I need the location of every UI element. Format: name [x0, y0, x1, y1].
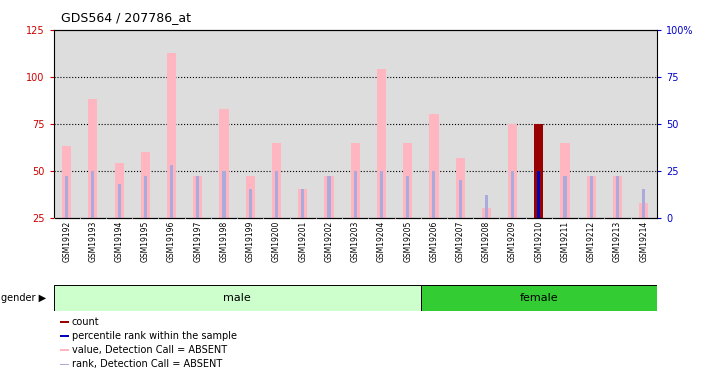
Text: gender ▶: gender ▶	[1, 293, 46, 303]
Bar	[377, 69, 386, 218]
Bar	[324, 176, 333, 218]
Text: GSM19197: GSM19197	[193, 221, 202, 262]
Bar	[563, 176, 567, 218]
Bar	[219, 109, 228, 217]
Bar	[59, 321, 69, 323]
Text: GSM19212: GSM19212	[587, 221, 595, 262]
Text: GSM19210: GSM19210	[534, 221, 543, 262]
Text: percentile rank within the sample: percentile rank within the sample	[71, 331, 236, 341]
Text: GSM19207: GSM19207	[456, 221, 465, 262]
Text: GSM19198: GSM19198	[220, 221, 228, 262]
Text: GSM19206: GSM19206	[429, 221, 438, 262]
Bar	[458, 180, 462, 218]
Text: GSM19201: GSM19201	[298, 221, 307, 262]
Bar	[298, 189, 307, 217]
Bar	[587, 176, 596, 218]
Text: GSM19205: GSM19205	[403, 221, 412, 262]
Bar	[193, 176, 202, 218]
Bar	[353, 171, 357, 217]
Text: GSM19192: GSM19192	[62, 221, 71, 262]
Bar	[421, 285, 657, 311]
Bar	[406, 176, 409, 218]
Bar	[537, 171, 540, 217]
Bar	[380, 171, 383, 217]
Bar	[534, 124, 543, 218]
Text: GSM19199: GSM19199	[246, 221, 255, 262]
Text: value, Detection Call = ABSENT: value, Detection Call = ABSENT	[71, 345, 227, 355]
Bar	[59, 335, 69, 337]
Bar	[91, 171, 94, 217]
Text: GSM19193: GSM19193	[89, 221, 97, 262]
Text: GSM19204: GSM19204	[377, 221, 386, 262]
Bar	[642, 189, 645, 217]
Text: male: male	[223, 293, 251, 303]
Bar	[508, 124, 517, 218]
Text: GSM19196: GSM19196	[167, 221, 176, 262]
Bar	[89, 99, 98, 218]
Bar	[328, 176, 331, 218]
Bar	[351, 142, 360, 218]
Bar	[248, 189, 252, 217]
Text: female: female	[520, 293, 558, 303]
Bar	[275, 171, 278, 217]
Bar	[560, 142, 570, 218]
Text: GSM19208: GSM19208	[482, 221, 491, 262]
Text: GSM19194: GSM19194	[115, 221, 124, 262]
Bar	[54, 285, 421, 311]
Bar	[429, 114, 438, 218]
Bar	[590, 176, 593, 218]
Bar	[639, 202, 648, 217]
Bar	[537, 171, 540, 217]
Text: GDS564 / 207786_at: GDS564 / 207786_at	[61, 11, 191, 24]
Text: GSM19195: GSM19195	[141, 221, 150, 262]
Text: GSM19214: GSM19214	[639, 221, 648, 262]
Bar	[456, 158, 465, 218]
Bar	[223, 171, 226, 217]
Bar	[59, 350, 69, 351]
Text: GSM19200: GSM19200	[272, 221, 281, 262]
Bar	[485, 195, 488, 217]
Text: GSM19202: GSM19202	[324, 221, 333, 262]
Bar	[511, 171, 514, 217]
Bar	[196, 176, 199, 218]
Bar	[65, 176, 69, 218]
Bar	[433, 171, 436, 217]
Text: rank, Detection Call = ABSENT: rank, Detection Call = ABSENT	[71, 359, 222, 369]
Text: GSM19209: GSM19209	[508, 221, 517, 262]
Text: GSM19203: GSM19203	[351, 221, 360, 262]
Bar	[534, 176, 543, 218]
Text: count: count	[71, 317, 99, 327]
Bar	[272, 142, 281, 218]
Bar	[167, 53, 176, 217]
Bar	[144, 176, 147, 218]
Bar	[62, 146, 71, 218]
Bar	[246, 176, 255, 218]
Text: GSM19213: GSM19213	[613, 221, 622, 262]
Text: GSM19211: GSM19211	[560, 221, 570, 262]
Bar	[482, 208, 491, 218]
Bar	[616, 176, 619, 218]
Bar	[403, 142, 412, 218]
Bar	[118, 184, 121, 218]
Bar	[59, 363, 69, 365]
Bar	[301, 189, 304, 217]
Bar	[114, 163, 124, 218]
Bar	[141, 152, 150, 217]
Bar	[170, 165, 174, 218]
Bar	[613, 176, 622, 218]
